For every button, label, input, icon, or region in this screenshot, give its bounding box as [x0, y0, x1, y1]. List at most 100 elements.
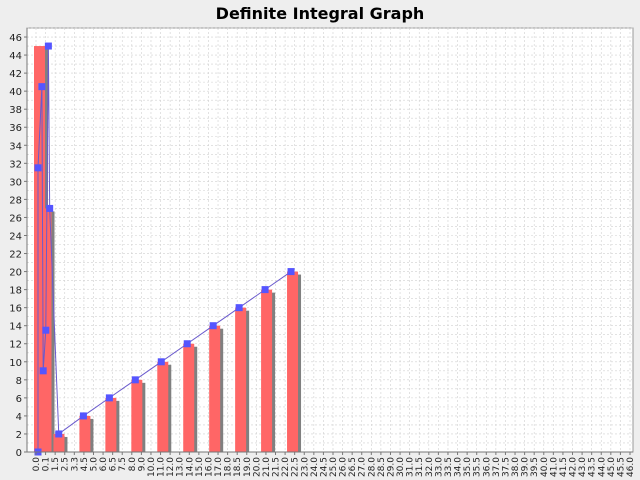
bar — [287, 271, 299, 452]
plot-area — [26, 27, 634, 453]
x-tick-label: 33.0 — [434, 457, 444, 477]
x-tick-label: 18.0 — [224, 457, 234, 477]
axes: 0246810121416182022242628303234363840424… — [9, 28, 636, 477]
bar — [79, 415, 91, 452]
x-tick-label: 16.0 — [204, 457, 214, 477]
data-point — [131, 376, 139, 384]
x-tick-label: 19.0 — [243, 457, 253, 477]
x-tick-label: 22.0 — [281, 457, 291, 477]
y-tick-label: 46 — [9, 33, 22, 44]
x-tick-label: 25.0 — [329, 457, 339, 477]
data-point — [55, 430, 63, 438]
bar — [131, 379, 143, 452]
x-tick-label: 41.5 — [559, 457, 569, 477]
x-tick-label: 6.5 — [109, 457, 119, 471]
x-tick-label: 21.5 — [272, 457, 282, 477]
data-point — [235, 304, 243, 312]
y-tick-label: 2 — [16, 430, 22, 441]
chart-title: Definite Integral Graph — [216, 4, 425, 23]
y-tick-label: 42 — [9, 69, 22, 80]
x-tick-label: 9.0 — [137, 457, 147, 472]
x-tick-label: 31.5 — [415, 457, 425, 477]
x-tick-label: 40.0 — [540, 457, 550, 477]
x-tick-label: 11.0 — [157, 457, 167, 477]
x-tick-label: 33.5 — [444, 457, 454, 477]
x-tick-label: 32.0 — [425, 457, 435, 477]
x-tick-label: 44.0 — [597, 457, 607, 477]
x-tick-label: 10.0 — [147, 457, 157, 477]
bar — [34, 46, 45, 453]
data-point — [287, 268, 295, 276]
data-point — [261, 286, 269, 294]
y-tick-label: 14 — [9, 322, 22, 333]
x-tick-label: 0.1 — [42, 457, 52, 471]
y-tick-label: 38 — [9, 105, 22, 116]
data-point — [34, 164, 42, 172]
x-tick-label: 4.5 — [80, 457, 90, 471]
x-tick-label: 1.5 — [51, 457, 61, 471]
x-tick-label: 37.5 — [501, 457, 511, 477]
data-point — [157, 358, 165, 366]
x-tick-label: 45.5 — [616, 457, 626, 477]
x-tick-label: 41.0 — [549, 457, 559, 477]
data-point — [39, 367, 47, 375]
x-tick-label: 24.0 — [310, 457, 320, 477]
y-tick-label: 0 — [16, 448, 22, 459]
x-tick-label: 35.0 — [463, 457, 473, 477]
y-tick-label: 18 — [9, 286, 22, 297]
x-tick-label: 39.0 — [521, 457, 531, 477]
bar — [157, 361, 169, 452]
y-tick-label: 20 — [9, 268, 22, 279]
data-point — [105, 394, 113, 402]
data-point — [209, 322, 217, 330]
y-tick-label: 40 — [9, 87, 22, 98]
x-tick-label: 12.0 — [166, 457, 176, 477]
data-point — [46, 204, 54, 212]
x-tick-label: 2.5 — [61, 457, 71, 471]
x-tick-label: 7.5 — [118, 457, 128, 471]
data-point — [42, 326, 50, 334]
bar — [235, 307, 247, 452]
y-tick-label: 12 — [9, 340, 22, 351]
y-tick-label: 32 — [9, 159, 22, 170]
x-tick-label: 8.0 — [128, 457, 138, 472]
x-tick-label: 17.0 — [214, 457, 224, 477]
y-tick-label: 8 — [16, 376, 22, 387]
grid — [27, 27, 633, 453]
x-tick-label: 28.5 — [377, 457, 387, 477]
y-tick-label: 10 — [9, 358, 22, 369]
x-tick-label: 38.0 — [511, 457, 521, 477]
data-point — [79, 412, 87, 420]
y-tick-label: 6 — [16, 394, 22, 405]
x-tick-label: 24.5 — [319, 457, 329, 477]
x-tick-label: 22.5 — [291, 457, 301, 477]
x-tick-label: 46.0 — [626, 457, 636, 477]
y-tick-label: 44 — [9, 51, 22, 62]
y-tick-label: 24 — [9, 231, 22, 242]
y-tick-label: 22 — [9, 250, 22, 261]
data-point — [38, 83, 46, 91]
y-tick-label: 16 — [9, 304, 22, 315]
data-point — [44, 42, 52, 50]
y-tick-label: 26 — [9, 213, 22, 224]
x-tick-label: 18.5 — [233, 457, 243, 477]
x-tick-label: 23.0 — [300, 457, 310, 477]
x-tick-label: 13.0 — [176, 457, 186, 477]
x-tick-label: 21.0 — [262, 457, 272, 477]
x-tick-label: 45.0 — [607, 457, 617, 477]
bar — [209, 325, 221, 452]
x-tick-label: 3.3 — [70, 457, 80, 471]
x-tick-label: 39.5 — [530, 457, 540, 477]
x-tick-label: 27.0 — [358, 457, 368, 477]
y-tick-label: 28 — [9, 195, 22, 206]
x-tick-label: 15.0 — [195, 457, 205, 477]
x-tick-label: 43.5 — [588, 457, 598, 477]
x-tick-label: 26.0 — [339, 457, 349, 477]
x-tick-label: 31.0 — [406, 457, 416, 477]
bar — [261, 289, 273, 452]
x-tick-label: 0.0 — [32, 457, 42, 472]
x-tick-label: 30.0 — [396, 457, 406, 477]
x-tick-label: 20.0 — [252, 457, 262, 477]
bar — [105, 397, 117, 452]
